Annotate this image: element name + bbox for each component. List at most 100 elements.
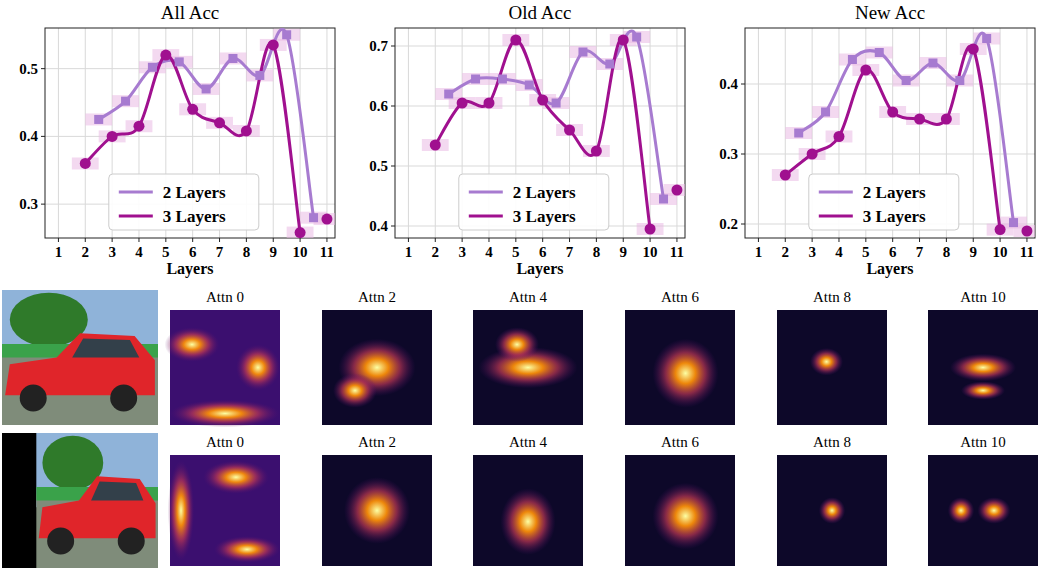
marker bbox=[659, 195, 668, 204]
tick-mark bbox=[892, 238, 893, 242]
x-tick-label: 7 bbox=[566, 244, 574, 260]
x-tick-label: 4 bbox=[835, 244, 843, 260]
grid-line bbox=[45, 136, 335, 137]
marker bbox=[928, 59, 937, 68]
marker bbox=[982, 34, 991, 43]
legend-label: 3 Layers bbox=[163, 207, 226, 226]
value-band bbox=[126, 120, 153, 132]
grid-line bbox=[650, 28, 651, 238]
tick-mark bbox=[946, 238, 947, 242]
marker bbox=[537, 95, 548, 106]
value-band bbox=[99, 130, 126, 142]
marker bbox=[1009, 218, 1018, 227]
map-blob bbox=[961, 381, 1005, 399]
legend-swatch bbox=[819, 191, 853, 194]
legend-box bbox=[459, 174, 609, 230]
grid-line bbox=[758, 28, 759, 238]
x-tick-label: 8 bbox=[593, 244, 601, 260]
marker bbox=[860, 65, 871, 76]
attention-map bbox=[473, 310, 583, 425]
map-blob bbox=[333, 373, 377, 408]
attention-map bbox=[322, 455, 432, 566]
data-group bbox=[72, 29, 335, 238]
map-title: Attn 10 bbox=[960, 434, 1005, 450]
tick-mark bbox=[326, 238, 327, 242]
map-blob bbox=[810, 348, 843, 376]
tick-mark bbox=[812, 238, 813, 242]
marker bbox=[552, 99, 561, 108]
tick-mark bbox=[542, 238, 543, 242]
legend-swatch bbox=[469, 191, 503, 194]
grid-line bbox=[45, 68, 335, 69]
x-tick-label: 5 bbox=[512, 244, 520, 260]
value-band bbox=[502, 34, 529, 46]
map-title: Attn 10 bbox=[960, 289, 1005, 305]
marker bbox=[780, 170, 791, 181]
grid-line bbox=[676, 28, 677, 238]
x-tick-label: 6 bbox=[539, 244, 547, 260]
grid-line bbox=[85, 28, 86, 238]
value-band bbox=[287, 227, 314, 238]
tick-mark bbox=[741, 84, 745, 85]
image-sky bbox=[36, 433, 158, 507]
y-tick-label: 0.4 bbox=[719, 76, 738, 92]
tick-mark bbox=[569, 238, 570, 242]
y-tick-label: 0.6 bbox=[369, 98, 388, 114]
marker bbox=[671, 185, 682, 196]
plot-frame bbox=[395, 28, 685, 238]
legend-box bbox=[109, 174, 259, 230]
marker bbox=[510, 35, 521, 46]
tick-mark bbox=[596, 238, 597, 242]
marker bbox=[498, 75, 507, 84]
y-tick-label: 0.7 bbox=[369, 38, 388, 54]
marker bbox=[228, 54, 237, 63]
marker bbox=[457, 98, 468, 109]
x-tick-label: 11 bbox=[670, 244, 684, 260]
marker bbox=[833, 131, 844, 142]
y-tick-label: 0.5 bbox=[19, 61, 38, 77]
tick-mark bbox=[165, 238, 166, 242]
legend-label: 3 Layers bbox=[513, 207, 576, 226]
marker bbox=[525, 81, 534, 90]
x-tick-label: 5 bbox=[162, 244, 170, 260]
grid-line bbox=[408, 28, 409, 238]
marker bbox=[902, 76, 911, 85]
tick-mark bbox=[112, 238, 113, 242]
map-title: Attn 0 bbox=[206, 289, 244, 305]
marker bbox=[1021, 226, 1032, 237]
legend-swatch bbox=[119, 191, 153, 194]
map-background bbox=[322, 310, 432, 425]
grid-line bbox=[1026, 28, 1027, 238]
tick-mark bbox=[1026, 238, 1027, 242]
x-tick-label: 9 bbox=[269, 244, 277, 260]
legend-label: 3 Layers bbox=[863, 207, 926, 226]
marker bbox=[148, 63, 157, 72]
marker bbox=[187, 104, 198, 115]
tick-mark bbox=[138, 238, 139, 242]
value-band bbox=[637, 223, 664, 235]
y-tick-label: 0.3 bbox=[719, 146, 738, 162]
legend-label: 2 Layers bbox=[513, 183, 576, 202]
marker bbox=[483, 98, 494, 109]
plot-frame bbox=[45, 28, 335, 238]
y-tick-label: 0.2 bbox=[719, 216, 738, 232]
tick-mark bbox=[676, 238, 677, 242]
marker bbox=[645, 224, 656, 235]
tick-mark bbox=[623, 238, 624, 242]
series-line bbox=[435, 39, 677, 229]
tick-mark bbox=[391, 106, 395, 107]
marker bbox=[160, 50, 171, 61]
series-line bbox=[785, 46, 1027, 231]
value-band bbox=[556, 124, 583, 136]
x-tick-label: 3 bbox=[458, 244, 466, 260]
input-image bbox=[2, 290, 158, 425]
marker bbox=[807, 149, 818, 160]
x-tick-label: 2 bbox=[432, 244, 440, 260]
tick-mark bbox=[865, 238, 866, 242]
tick-mark bbox=[391, 166, 395, 167]
marker bbox=[202, 84, 211, 93]
marker bbox=[133, 121, 144, 132]
map-title: Attn 8 bbox=[813, 289, 851, 305]
marker bbox=[321, 214, 332, 225]
marker bbox=[605, 60, 614, 69]
